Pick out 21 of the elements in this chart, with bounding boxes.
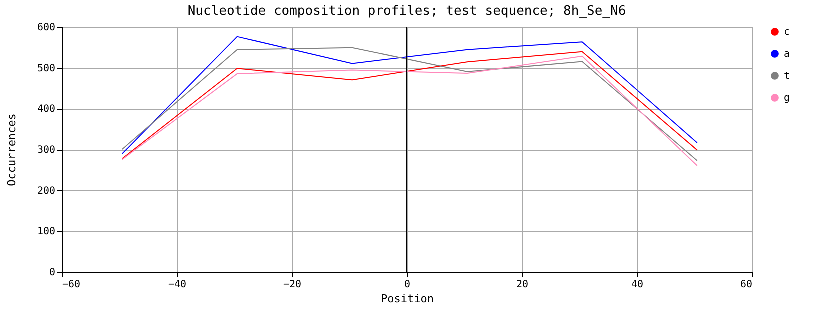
- x-tick-label: −20: [283, 280, 302, 290]
- legend-label: t: [784, 71, 790, 82]
- x-tick-label: 40: [631, 280, 644, 290]
- y-tick-label: 0: [49, 268, 56, 278]
- y-tick-label: 500: [37, 63, 56, 74]
- legend-label: g: [784, 93, 790, 104]
- x-tick-label: 20: [516, 280, 529, 290]
- y-tick-label: 300: [37, 145, 56, 156]
- y-tick-label: 400: [37, 104, 56, 116]
- y-tick-label: 600: [37, 22, 56, 34]
- legend-label: c: [784, 27, 790, 38]
- y-axis-title: Occurrences: [5, 114, 18, 186]
- chart-title: Nucleotide composition profiles; test sequence; 8h_Se_N6: [188, 4, 626, 19]
- x-tick-label: −60: [62, 280, 81, 290]
- x-tick-label: −40: [168, 280, 187, 290]
- legend-label: a: [784, 49, 790, 60]
- x-tick-label: 60: [740, 280, 752, 290]
- x-tick-label: 0: [404, 280, 411, 290]
- x-axis-title: Position: [381, 292, 434, 306]
- y-tick-label: 100: [37, 226, 56, 238]
- y-tick-label: 200: [37, 186, 56, 197]
